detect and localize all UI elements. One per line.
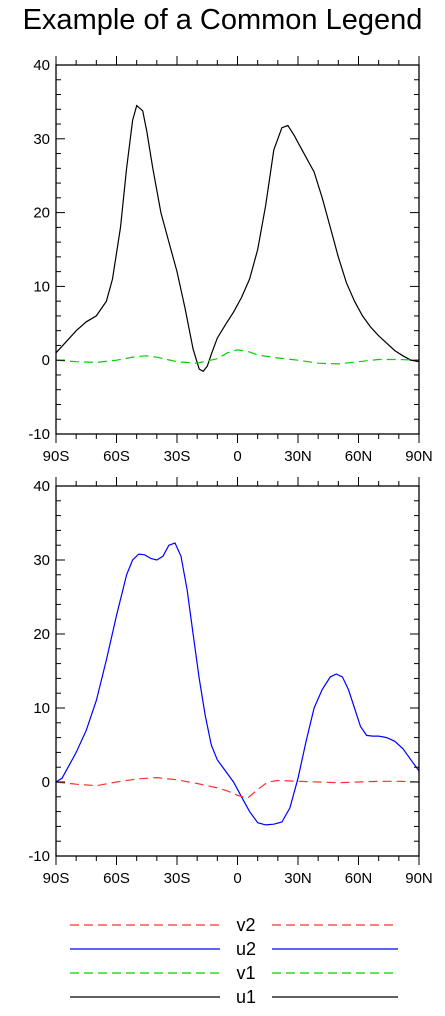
y-tick-label: 40: [33, 478, 50, 495]
y-tick-label: 30: [33, 552, 50, 569]
legend: v2 u2 v1 u1: [70, 915, 398, 1007]
page-title: Example of a Common Legend: [22, 4, 423, 36]
x-tick-label: 0: [233, 870, 241, 887]
x-tick-label: 90S: [43, 448, 70, 465]
legend-label: u2: [236, 939, 256, 959]
x-tick-label: 90S: [43, 870, 70, 887]
y-tick-label: 10: [33, 278, 50, 295]
legend-label: u1: [236, 987, 256, 1007]
plot-frame: [55, 64, 420, 435]
x-tick-label: 60S: [103, 448, 130, 465]
x-tick-label: 90N: [405, 448, 433, 465]
series-line-u2: [56, 542, 419, 826]
x-tick-label: 90N: [405, 870, 433, 887]
y-tick-label: 30: [33, 131, 50, 148]
y-tick-label: 0: [42, 352, 50, 369]
legend-item-v2: v2: [70, 915, 398, 935]
legend-label: v2: [236, 915, 255, 935]
legend-item-v1: v1: [70, 963, 398, 983]
y-tick-label: 40: [33, 57, 50, 74]
series-line-v2: [56, 776, 419, 799]
panel-2: -10 0 10 20 30 40 90S 60S 30S 0 30N 60N 90N: [28, 477, 433, 887]
x-tick-label: 30S: [164, 448, 191, 465]
y-tick-label: 10: [33, 700, 50, 717]
panel-1: -10 0 10 20 30 40 90S 60S 30S 0 30N 60N 90N: [28, 56, 433, 465]
legend-item-u1: u1: [70, 987, 398, 1007]
y-tick-label: -10: [28, 426, 50, 443]
x-tick-label: 0: [233, 448, 241, 465]
x-tick-label: 60N: [345, 448, 373, 465]
x-tick-label: 30S: [164, 870, 191, 887]
series-line-v1: [56, 349, 419, 365]
x-tick-label: 60S: [103, 870, 130, 887]
plot-frame: [55, 485, 420, 857]
y-tick-label: 20: [33, 205, 50, 222]
series-line-u1: [56, 104, 419, 373]
x-tick-label: 60N: [345, 870, 373, 887]
y-tick-label: -10: [28, 848, 50, 865]
legend-item-u2: u2: [70, 939, 398, 959]
x-tick-label: 30N: [284, 448, 312, 465]
y-tick-label: 0: [42, 774, 50, 791]
x-tick-label: 30N: [284, 870, 312, 887]
y-tick-label: 20: [33, 626, 50, 643]
legend-label: v1: [236, 963, 255, 983]
